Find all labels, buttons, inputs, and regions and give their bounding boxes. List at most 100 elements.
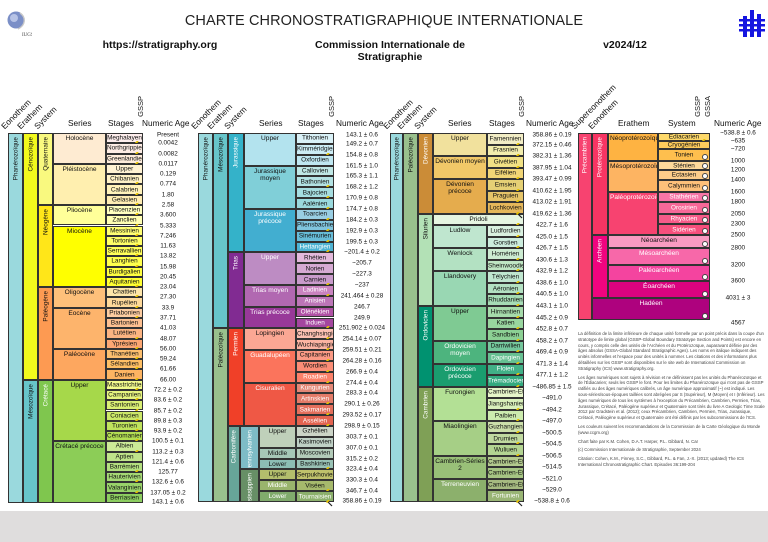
numeric-age-label: ~504.5	[542, 440, 562, 448]
series-cell-label: Dévonien précoce	[446, 181, 474, 196]
stage-cell: Turonien	[106, 420, 143, 432]
stage-cell-label: Calabrien	[110, 186, 139, 193]
chronostratigraphic-chart: Eonothem Erathem System Series Stages GSSP Num…	[0, 82, 762, 507]
stage-cell-label: Fortunien	[492, 492, 519, 500]
erathem-cell-label: Mésoprotérozoïque	[610, 163, 657, 170]
stage-cell-label: Induen	[305, 319, 325, 327]
erathem-cell-label: Paléoarchéen	[638, 267, 680, 274]
stage-cell-label: Famennien	[489, 135, 522, 143]
series-cell: Middle	[259, 447, 296, 459]
numeric-age-label: 0.0042	[158, 139, 178, 147]
stage-cell: Chattien	[106, 287, 143, 298]
eonothem-cell: Protérozoïque	[592, 133, 608, 235]
erathem-cell-label: Cénozoïque	[27, 137, 34, 172]
numeric-age-label: 358.86 ± 0.19	[532, 131, 572, 139]
gssp-golden-spike-icon	[515, 137, 523, 149]
stage-cell: Roadien	[296, 371, 334, 383]
gssp-golden-spike-icon	[515, 286, 523, 299]
header-numeric-age: Numeric Age	[142, 118, 190, 128]
stage-cell: Sandbien	[487, 329, 524, 341]
gssp-golden-spike-icon	[515, 367, 523, 380]
numeric-age-label: 2800	[730, 244, 746, 252]
series-cell-label: Upper	[268, 471, 287, 479]
stage-cell: Kungurien	[296, 382, 334, 394]
stage-cell: Anisien	[296, 295, 334, 307]
stage-cell: Cambrien-Étage 2	[487, 478, 524, 491]
stage-cell: Cambrien-Étage 10	[487, 386, 524, 399]
stage-cell-label: Kungurien	[300, 384, 330, 392]
stage-cell: Albien	[106, 441, 143, 452]
system-cell: Permien	[228, 328, 244, 427]
chart-title: CHARTE CHRONOSTRATIGRAPHIQUE INTERNATION…	[184, 13, 584, 29]
gssp-golden-spike-icon	[515, 333, 523, 345]
subsystem-cell-label: Pennsylvanien	[246, 430, 253, 470]
gssp-golden-spike-icon	[515, 275, 523, 288]
erathem-cell-label: Paléozoïque	[217, 332, 224, 368]
stage-cell: Tithonien	[296, 133, 334, 144]
stage-cell-label: Moscovien	[299, 449, 331, 457]
stage-cell-label: Serravallien	[107, 247, 142, 255]
stage-cell-label: Gorstien	[493, 239, 518, 247]
stage-cell: Dapingien	[487, 352, 524, 364]
stage-cell-label: Rhuddanien	[488, 296, 523, 304]
numeric-age-label: 346.7 ± 0.4	[346, 487, 378, 495]
erathem-cell-label: Néoprotérozoïque	[610, 135, 658, 142]
numeric-age-label: 307.0 ± 0.1	[346, 444, 378, 452]
numeric-age-label: 23.04	[160, 283, 176, 291]
series-cell: Upper	[53, 379, 106, 442]
series-cell-label: Pléistocène	[62, 165, 97, 173]
stage-cell: Emsien	[487, 179, 524, 191]
system-cell: Ediacarien	[658, 133, 710, 141]
ics-url-link[interactable]: https://stratigraphy.org	[102, 39, 218, 51]
stage-cell: Rupélien	[106, 297, 143, 308]
series-cell-label: Furongien	[445, 388, 475, 396]
numeric-age-label: 15.98	[160, 263, 176, 271]
numeric-age-label: 0.0082	[158, 150, 178, 158]
stage-cell: Wuliuen	[487, 444, 524, 456]
note-paragraph: Chart faite par K.M. Cohen, D.A.T. Harpe…	[578, 438, 699, 444]
gssp-golden-spike-icon	[515, 148, 523, 161]
iugs-logo: IUGS	[6, 9, 34, 38]
stage-cell-label: Burdigalien	[108, 268, 141, 276]
gssp-golden-spike-icon	[325, 375, 333, 388]
stage-cell-label: Wordien	[303, 362, 327, 370]
stage-cell: Calabrien	[106, 184, 143, 195]
header-gssp: GSSP	[327, 96, 336, 117]
gssp-golden-spike-icon	[325, 234, 333, 246]
stage-cell-label: Thanétien	[110, 350, 139, 358]
series-cell: Dévonien précoce	[433, 179, 487, 214]
stage-cell-label: Serpukhovien	[297, 471, 333, 479]
stage-cell: Drumien	[487, 432, 524, 445]
system-cell-label: Orosirien	[671, 204, 697, 212]
system-cell: Calymmien	[658, 180, 710, 192]
gssp-golden-spike-icon	[325, 179, 333, 192]
stage-cell: Lutétien	[106, 328, 143, 339]
gssp-golden-spike-icon	[325, 418, 333, 431]
stage-cell: Assélien	[296, 415, 334, 427]
numeric-age-label: 1800	[730, 198, 746, 206]
numeric-age-label: ~494.2	[542, 406, 562, 414]
stage-cell-label: Cambrien-Étage 4	[488, 458, 523, 466]
stage-cell: Zanclien	[106, 215, 143, 226]
numeric-age-label: 251.902 ± 0.024	[338, 324, 386, 332]
stage-cell-label: Artinskien	[300, 395, 330, 403]
stage-cell: Givétien	[487, 156, 524, 168]
series-cell-label: Jurassique moyen	[254, 167, 286, 182]
eonothem-cell-label: Phanérozoïque	[393, 137, 400, 181]
subsystem-cell: Mississippien	[240, 469, 259, 502]
series-cell-label: Upper	[70, 381, 89, 389]
stage-cell: Messinien	[106, 225, 143, 236]
numeric-age-label: 3.600	[160, 211, 176, 219]
header-stages: Stages	[489, 118, 515, 128]
numeric-age-label: ~529.0	[542, 486, 562, 494]
erathem-cell: Néoprotérozoïque	[608, 133, 658, 161]
system-cell-label: Ediacarien	[668, 133, 700, 141]
gssp-golden-spike-icon	[134, 197, 142, 210]
numeric-age-label: 199.5 ± 0.3	[346, 238, 378, 246]
system-cell-label: Ordovicien	[422, 309, 429, 341]
system-cell-label: Tonien	[674, 151, 694, 159]
gssp-golden-spike-icon	[134, 289, 142, 302]
numeric-age-label: ~201.4 ± 0.2	[344, 248, 380, 256]
stage-cell-label: Zanclien	[112, 216, 137, 224]
gssp-golden-spike-icon	[134, 187, 142, 200]
